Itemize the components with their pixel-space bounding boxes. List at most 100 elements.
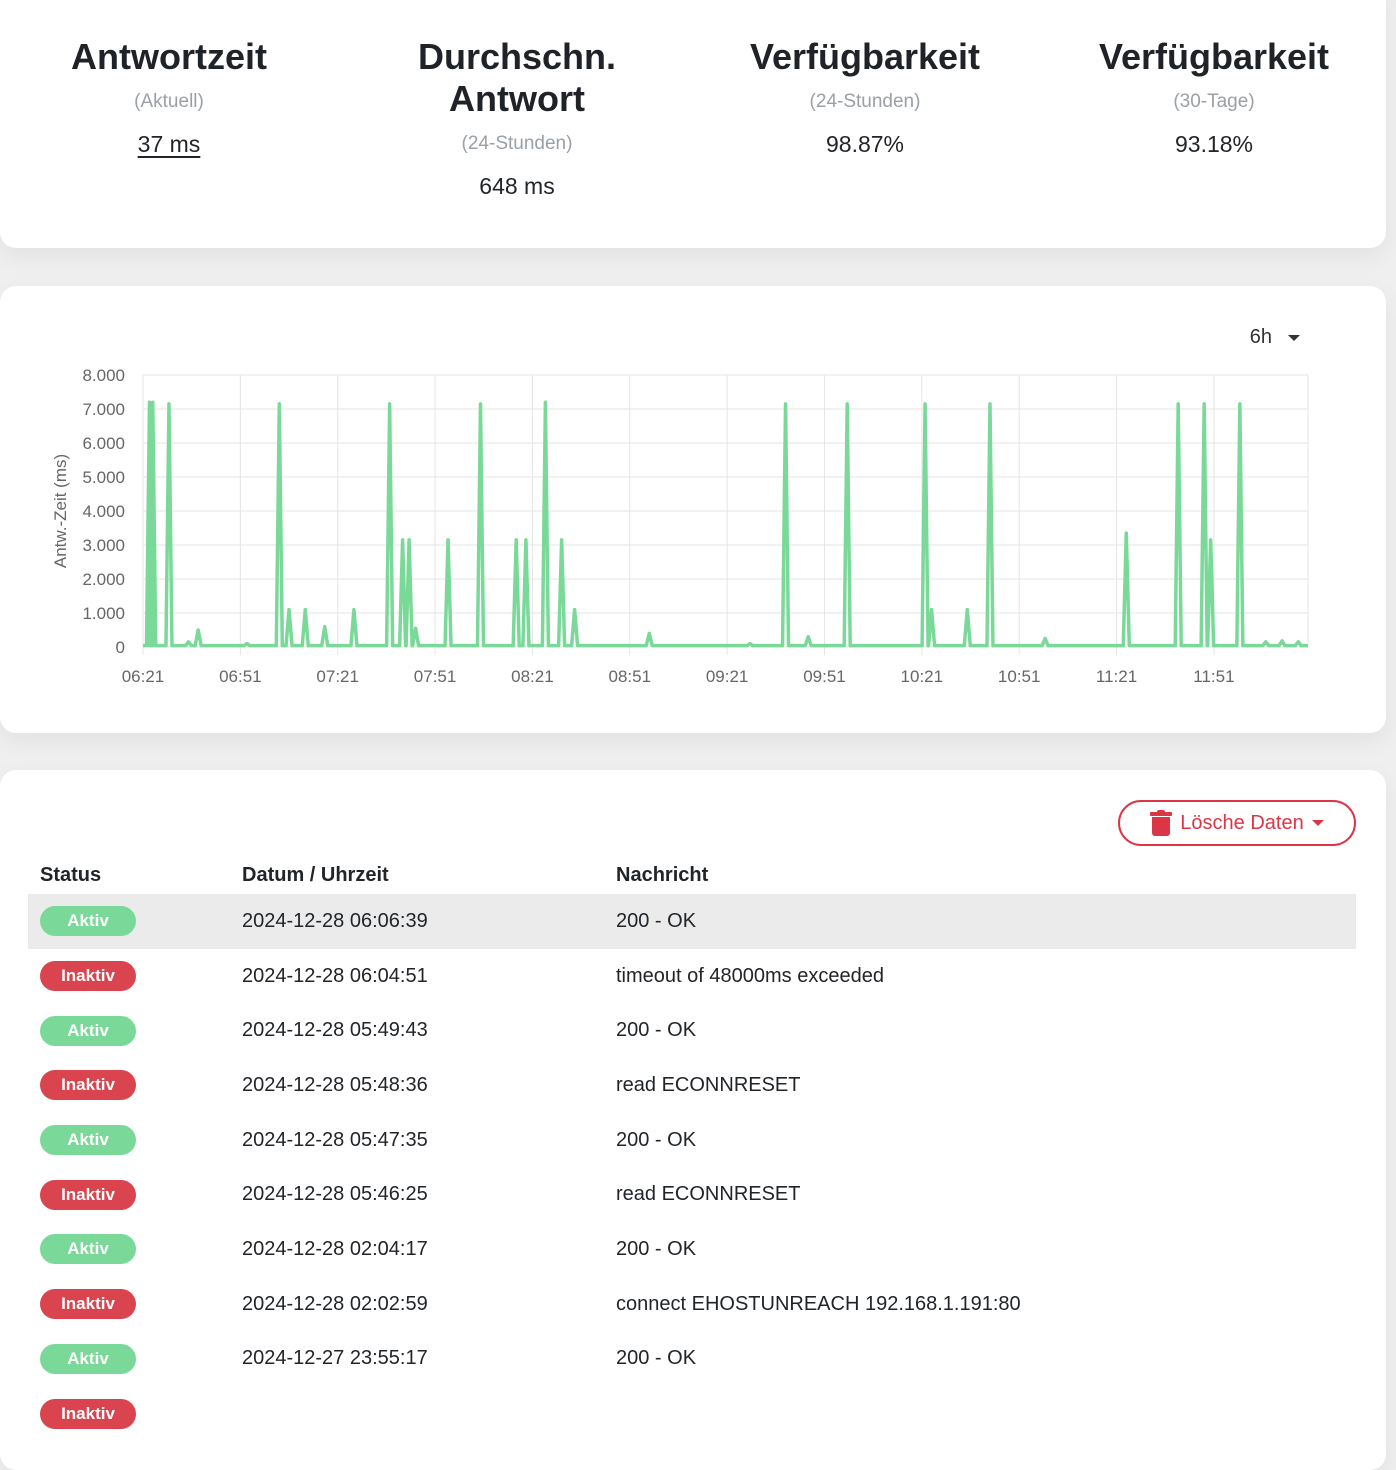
stat-current-response: Antwortzeit (Aktuell) 37 ms (0, 36, 344, 158)
data-point (1209, 538, 1213, 542)
status-cell: Aktiv (28, 1003, 230, 1058)
stats-card: Antwortzeit (Aktuell) 37 ms Durchschn. A… (0, 0, 1386, 248)
datetime-cell: 2024-12-28 05:47:35 (242, 1128, 428, 1151)
datetime-cell: 2024-12-28 05:49:43 (242, 1019, 428, 1042)
status-badge: Inaktiv (40, 1398, 136, 1429)
status-cell: Inaktiv (28, 949, 230, 1004)
data-point (186, 640, 190, 644)
data-point (1202, 402, 1206, 406)
status-badge: Aktiv (40, 1015, 136, 1046)
x-tick-label: 08:21 (511, 667, 554, 686)
x-tick-label: 11:51 (1193, 667, 1234, 686)
x-tick-label: 11:21 (1096, 667, 1137, 686)
data-point (245, 642, 249, 646)
message-cell: timeout of 48000ms exceeded (616, 964, 884, 987)
stat-title: Durchschn. Antwort (417, 36, 617, 119)
chart-card: 6h 0 1.000 2.000 3.000 4.000 5.000 6.000 7.000 8… (0, 286, 1386, 733)
data-point (151, 400, 155, 404)
datetime-cell: 2024-12-28 05:48:36 (242, 1073, 428, 1096)
clear-data-button[interactable]: Lösche Daten (1118, 800, 1356, 846)
table-header-row: Status Datum / Uhrzeit Nachricht (28, 856, 1356, 894)
message-cell: 200 - OK (616, 1019, 697, 1042)
stat-subtitle: (Aktuell) (134, 91, 204, 112)
status-badge: Aktiv (40, 1343, 136, 1374)
header-datetime: Datum / Uhrzeit (242, 863, 389, 886)
data-point (167, 402, 171, 406)
x-tick-label: 06:21 (122, 667, 165, 686)
data-point (806, 635, 810, 639)
stat-uptime-24h: Verfügbarkeit (24-Stunden) 98.87% (690, 36, 1040, 158)
status-cell: Inaktiv (28, 1386, 230, 1441)
message-cell: connect EHOSTUNREACH 192.168.1.191:80 (616, 1292, 1021, 1315)
data-point (1238, 402, 1242, 406)
stat-uptime-30d: Verfügbarkeit (30-Tage) 93.18% (1039, 36, 1389, 158)
y-tick-label: 8.000 (82, 366, 125, 385)
chevron-down-icon (1311, 820, 1324, 826)
data-point (1124, 531, 1128, 535)
message-cell (604, 1386, 1356, 1441)
data-point (573, 608, 577, 612)
table-row: Aktiv 2024-12-28 05:49:43 200 - OK (28, 1003, 1356, 1058)
table-row: Inaktiv (28, 1386, 1356, 1441)
status-badge: Inaktiv (40, 1289, 136, 1320)
status-badge: Aktiv (40, 906, 136, 937)
x-tick-label: 10:21 (901, 667, 944, 686)
chevron-down-icon (1288, 334, 1300, 341)
data-point (352, 608, 356, 612)
table-row: Aktiv 2024-12-28 05:47:35 200 - OK (28, 1113, 1356, 1168)
x-tick-label: 06:51 (219, 667, 262, 686)
status-cell: Aktiv (28, 1113, 230, 1168)
header-message: Nachricht (616, 863, 709, 886)
stat-value: 98.87% (825, 131, 904, 157)
data-point (1043, 637, 1047, 640)
stat-subtitle: (24-Stunden) (809, 91, 921, 112)
status-badge: Aktiv (40, 1234, 136, 1265)
y-tick-label: 5.000 (82, 468, 125, 487)
datetime-cell: 2024-12-28 05:46:25 (242, 1183, 428, 1206)
data-point (277, 402, 281, 406)
datetime-cell: 2024-12-28 02:04:17 (242, 1237, 428, 1260)
status-cell: Aktiv (28, 1332, 230, 1387)
period-select-value: 6h (1249, 326, 1272, 348)
x-tick-label: 09:51 (803, 667, 846, 686)
status-badge: Inaktiv (40, 1179, 136, 1210)
clear-data-label: Lösche Daten (1180, 811, 1304, 834)
table-row: Inaktiv 2024-12-28 05:48:36 read ECONNRESE… (28, 1058, 1356, 1113)
table-row: Inaktiv 2024-12-28 06:04:51 timeout of 480… (28, 949, 1356, 1004)
stat-value-link[interactable]: 37 ms (137, 131, 201, 157)
datetime-cell: 2024-12-27 23:55:17 (242, 1347, 428, 1370)
data-point (965, 608, 969, 612)
data-point (1264, 640, 1268, 644)
y-tick-label: 1.000 (82, 604, 125, 623)
x-tick-label: 09:21 (706, 667, 749, 686)
data-point (923, 402, 927, 406)
data-point (478, 402, 482, 406)
y-axis-label: Antw.-Zeit (ms) (51, 454, 70, 568)
message-cell: 200 - OK (616, 1128, 697, 1151)
events-table: Status Datum / Uhrzeit Nachricht Aktiv 20… (28, 856, 1356, 1441)
data-point (930, 608, 934, 612)
table-row: Inaktiv 2024-12-28 05:46:25 read ECONNRESE… (28, 1167, 1356, 1222)
datetime-cell: 2024-12-28 02:02:59 (242, 1292, 428, 1315)
stat-subtitle: (30-Tage) (1173, 91, 1255, 112)
data-point (784, 402, 788, 406)
y-tick-label: 3.000 (82, 536, 125, 555)
status-cell: Inaktiv (28, 1167, 230, 1222)
data-point (988, 402, 992, 406)
x-tick-label: 08:51 (608, 667, 651, 686)
table-row: Aktiv 2024-12-28 06:06:39 200 - OK (28, 894, 1356, 949)
table-row: Inaktiv 2024-12-28 02:02:59 connect EHOSTU… (28, 1277, 1356, 1332)
data-point (303, 608, 307, 612)
status-cell: Aktiv (28, 894, 230, 949)
x-tick-label: 10:51 (998, 667, 1041, 686)
data-point (446, 538, 450, 542)
period-select[interactable]: 6h (1250, 326, 1300, 349)
data-point (388, 402, 392, 406)
data-point (845, 402, 849, 406)
stat-title: Verfügbarkeit (1098, 36, 1330, 77)
x-tick-label: 07:21 (316, 667, 359, 686)
data-point (1176, 402, 1180, 406)
data-point (196, 628, 200, 632)
stat-value: 93.18% (1174, 131, 1253, 157)
events-card: Lösche Daten Status Datum / Uhrzeit Nach… (0, 770, 1386, 1470)
